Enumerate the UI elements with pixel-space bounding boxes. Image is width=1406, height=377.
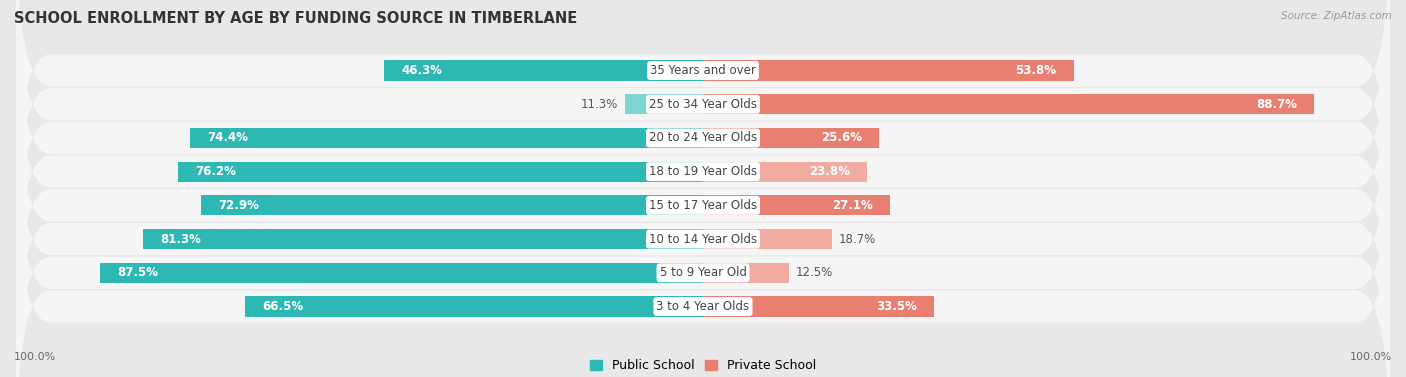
Text: 74.4%: 74.4% [208,132,249,144]
Text: 11.3%: 11.3% [581,98,619,111]
Bar [201,195,703,216]
FancyBboxPatch shape [15,120,1391,377]
Legend: Public School, Private School: Public School, Private School [585,354,821,377]
Bar [190,128,703,148]
FancyBboxPatch shape [15,0,1391,223]
Text: 76.2%: 76.2% [195,165,236,178]
Text: 10 to 14 Year Olds: 10 to 14 Year Olds [650,233,756,245]
Text: 15 to 17 Year Olds: 15 to 17 Year Olds [650,199,756,212]
Bar [143,229,703,249]
FancyBboxPatch shape [15,19,1391,324]
Text: 33.5%: 33.5% [876,300,917,313]
Bar [703,296,934,317]
Bar [703,94,1315,114]
Text: 25 to 34 Year Olds: 25 to 34 Year Olds [650,98,756,111]
Text: 81.3%: 81.3% [160,233,201,245]
FancyBboxPatch shape [15,154,1391,377]
Text: 53.8%: 53.8% [1015,64,1056,77]
Text: 12.5%: 12.5% [796,266,834,279]
Text: 88.7%: 88.7% [1256,98,1296,111]
Text: 23.8%: 23.8% [808,165,849,178]
Text: 100.0%: 100.0% [14,352,56,362]
FancyBboxPatch shape [15,87,1391,377]
Bar [245,296,703,317]
Text: 66.5%: 66.5% [262,300,304,313]
Text: 18 to 19 Year Olds: 18 to 19 Year Olds [650,165,756,178]
Bar [703,60,1074,81]
FancyBboxPatch shape [15,0,1391,257]
Text: 87.5%: 87.5% [117,266,159,279]
Bar [703,161,868,182]
Text: 27.1%: 27.1% [832,199,873,212]
Text: 20 to 24 Year Olds: 20 to 24 Year Olds [650,132,756,144]
Text: 100.0%: 100.0% [1350,352,1392,362]
FancyBboxPatch shape [15,53,1391,358]
Text: 72.9%: 72.9% [218,199,259,212]
Text: 35 Years and over: 35 Years and over [650,64,756,77]
Bar [626,94,703,114]
Bar [703,128,879,148]
Text: 5 to 9 Year Old: 5 to 9 Year Old [659,266,747,279]
Text: 3 to 4 Year Olds: 3 to 4 Year Olds [657,300,749,313]
Text: 25.6%: 25.6% [821,132,862,144]
Text: Source: ZipAtlas.com: Source: ZipAtlas.com [1281,11,1392,21]
FancyBboxPatch shape [15,0,1391,290]
Bar [703,229,832,249]
Text: 18.7%: 18.7% [839,233,876,245]
Bar [703,195,890,216]
Text: 46.3%: 46.3% [401,64,443,77]
Bar [179,161,703,182]
Bar [703,263,789,283]
Bar [100,263,703,283]
Bar [384,60,703,81]
Text: SCHOOL ENROLLMENT BY AGE BY FUNDING SOURCE IN TIMBERLANE: SCHOOL ENROLLMENT BY AGE BY FUNDING SOUR… [14,11,578,26]
